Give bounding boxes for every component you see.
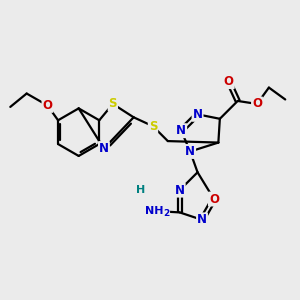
Text: O: O [43,99,52,112]
Text: N: N [193,108,202,121]
Text: O: O [209,193,219,206]
Text: NH: NH [145,206,164,216]
Text: H: H [136,185,146,195]
Text: S: S [149,120,157,133]
Text: N: N [99,142,109,155]
Text: N: N [197,213,207,226]
Text: O: O [252,98,262,110]
Text: O: O [224,75,234,88]
Text: 2: 2 [164,209,169,218]
Text: S: S [109,98,117,110]
Text: N: N [176,124,186,137]
Text: N: N [175,184,185,196]
Text: N: N [185,145,195,158]
